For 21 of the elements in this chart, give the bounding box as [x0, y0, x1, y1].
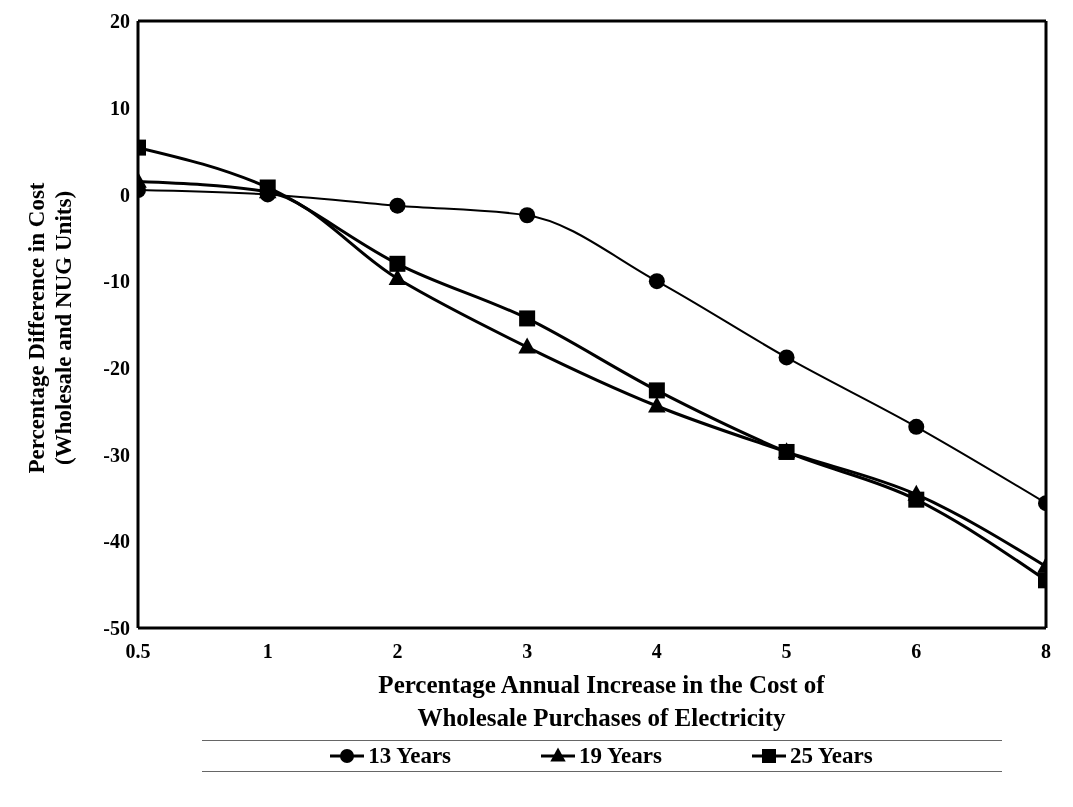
- y-tick-label: -40: [103, 530, 130, 553]
- x-tick-label: 0.5: [125, 640, 151, 663]
- y-tick-label: -50: [103, 617, 130, 640]
- x-axis-title: Percentage Annual Increase in the Cost of Wholesale Purchases of Electricity: [377, 670, 826, 733]
- x-tick-label: 2: [392, 640, 403, 663]
- y-tick-label: -10: [103, 270, 130, 293]
- y-tick-label: -20: [103, 356, 130, 379]
- legend-label: 13 Years: [368, 743, 452, 769]
- y-axis-title: Percentage Difference in Cost (Wholesale and NUG Units): [23, 181, 77, 476]
- x-tick-label: 5: [781, 640, 792, 663]
- x-tick-label: 8: [1041, 640, 1051, 663]
- x-tick-label: 1: [262, 640, 273, 663]
- y-tick-label: 20: [110, 10, 130, 33]
- y-tick-label: -30: [103, 443, 130, 466]
- x-tick-label: 4: [651, 640, 662, 663]
- legend-label: 25 Years: [789, 743, 873, 769]
- y-tick-label: 10: [110, 96, 130, 119]
- y-tick-label: 0: [120, 183, 130, 206]
- x-tick-label: 3: [522, 640, 533, 663]
- legend-label: 19 Years: [579, 743, 662, 769]
- x-tick-label: 6: [911, 640, 922, 663]
